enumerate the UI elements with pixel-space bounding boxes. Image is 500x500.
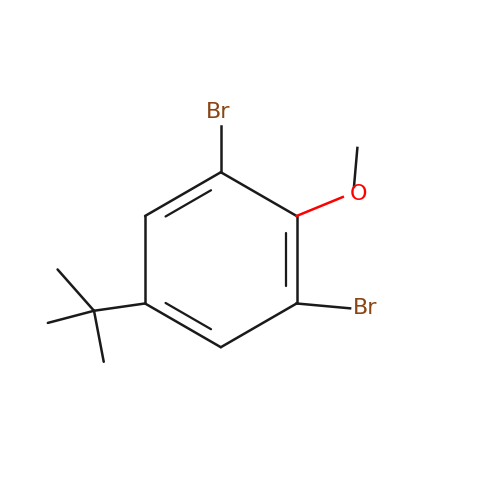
Text: Br: Br <box>206 102 231 122</box>
Text: Br: Br <box>352 298 377 318</box>
Text: O: O <box>350 184 368 204</box>
